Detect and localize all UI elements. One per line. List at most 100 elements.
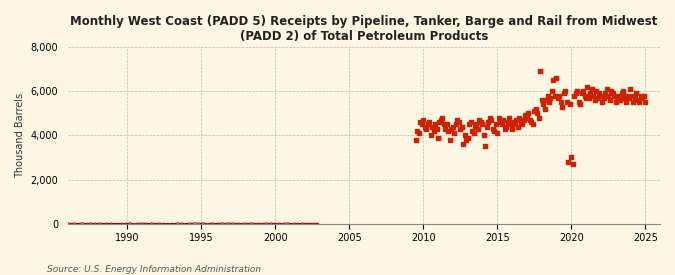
Point [524, 118, 535, 122]
Point [597, 100, 608, 104]
Point [520, 113, 531, 118]
Point [440, 126, 451, 131]
Point [576, 91, 587, 96]
Point [495, 120, 506, 124]
Point [479, 133, 489, 138]
Point [634, 100, 645, 104]
Point [431, 126, 442, 131]
Point [454, 120, 464, 124]
Point [631, 91, 642, 96]
Point [582, 84, 593, 89]
Point [600, 91, 611, 96]
Point [461, 138, 472, 142]
Point [512, 124, 523, 129]
Point [504, 116, 514, 120]
Point [541, 98, 551, 102]
Point [435, 118, 446, 122]
Point [551, 76, 562, 80]
Point [603, 94, 614, 98]
Point [455, 126, 466, 131]
Point [486, 118, 497, 122]
Point [452, 118, 462, 122]
Point [492, 131, 503, 135]
Point [549, 94, 560, 98]
Point [507, 126, 518, 131]
Point [564, 102, 575, 107]
Point [628, 100, 639, 104]
Point [427, 124, 437, 129]
Point [462, 135, 473, 140]
Point [594, 91, 605, 96]
Point [511, 118, 522, 122]
Point [542, 94, 553, 98]
Point [609, 94, 620, 98]
Point [508, 120, 519, 124]
Point [433, 135, 443, 140]
Point [601, 87, 612, 91]
Point [472, 126, 483, 131]
Point [418, 118, 429, 122]
Point [410, 138, 421, 142]
Point [570, 91, 581, 96]
Point [434, 120, 445, 124]
Point [637, 96, 647, 100]
Point [516, 120, 526, 124]
Point [517, 122, 528, 127]
Point [620, 100, 631, 104]
Point [412, 129, 423, 133]
Point [466, 129, 477, 133]
Point [444, 138, 455, 142]
Point [558, 91, 569, 96]
Point [497, 118, 508, 122]
Point [446, 126, 457, 131]
Point [485, 116, 495, 120]
Point [490, 122, 501, 127]
Point [572, 89, 583, 93]
Point [545, 96, 556, 100]
Point [535, 69, 545, 73]
Point [481, 124, 492, 129]
Point [471, 122, 482, 127]
Point [578, 89, 589, 93]
Title: Monthly West Coast (PADD 5) Receipts by Pipeline, Tanker, Barge and Rail from Mi: Monthly West Coast (PADD 5) Receipts by … [70, 15, 657, 43]
Point [589, 98, 600, 102]
Point [585, 91, 596, 96]
Point [421, 126, 431, 131]
Point [552, 96, 563, 100]
Point [527, 122, 538, 127]
Point [470, 124, 481, 129]
Point [624, 96, 634, 100]
Point [554, 94, 565, 98]
Point [626, 94, 637, 98]
Point [477, 122, 488, 127]
Point [605, 89, 616, 93]
Point [487, 126, 498, 131]
Point [529, 109, 539, 113]
Point [500, 126, 510, 131]
Point [523, 111, 534, 116]
Point [425, 133, 436, 138]
Point [612, 96, 622, 100]
Point [505, 122, 516, 127]
Point [474, 118, 485, 122]
Point [480, 144, 491, 148]
Point [533, 116, 544, 120]
Point [569, 94, 580, 98]
Point [543, 100, 554, 104]
Point [622, 94, 633, 98]
Point [539, 107, 550, 111]
Point [567, 162, 578, 166]
Point [616, 91, 627, 96]
Point [560, 89, 570, 93]
Point [416, 122, 427, 127]
Point [635, 94, 646, 98]
Point [430, 122, 441, 127]
Point [580, 96, 591, 100]
Point [437, 116, 448, 120]
Point [604, 98, 615, 102]
Point [448, 124, 458, 129]
Point [610, 100, 621, 104]
Point [625, 87, 636, 91]
Point [639, 94, 649, 98]
Point [547, 89, 558, 93]
